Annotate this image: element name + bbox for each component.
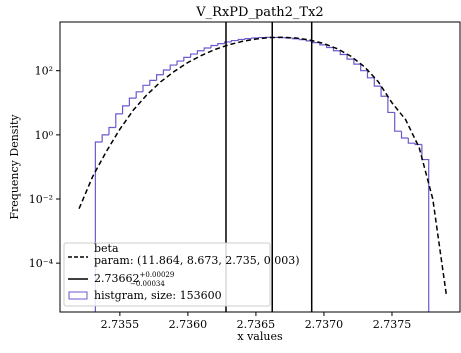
histogram-step <box>415 143 422 144</box>
label-lower: −0.00034 <box>130 280 165 288</box>
histogram-step <box>231 41 238 42</box>
histogram-step <box>177 61 184 65</box>
histogram-step <box>184 57 191 61</box>
chart-title: V_RxPD_path2_Tx2 <box>195 5 323 20</box>
x-tick-label: 2.7370 <box>305 318 344 331</box>
x-tick-label: 2.7365 <box>237 318 276 331</box>
histogram-step <box>150 80 157 85</box>
label-upper: +0.00029 <box>140 271 175 279</box>
x-tick-label: 2.7355 <box>101 318 140 331</box>
histogram-step <box>211 46 218 48</box>
histogram-step <box>218 44 225 46</box>
histogram-step <box>170 65 177 70</box>
histogram-step <box>157 75 164 81</box>
y-tick-label: 10⁰ <box>35 129 54 142</box>
histogram-step <box>191 54 198 57</box>
histogram-step <box>388 96 395 112</box>
histogram-step <box>102 135 109 142</box>
y-tick-label: 10² <box>35 65 53 78</box>
histogram-step <box>238 39 245 40</box>
histogram-step <box>116 114 123 128</box>
histogram-step <box>136 92 143 98</box>
histogram-step <box>204 48 211 51</box>
y-tick-label: 10⁻⁴ <box>29 257 54 270</box>
x-tick-label: 2.7360 <box>169 318 208 331</box>
histogram-step <box>163 70 170 75</box>
histogram-step <box>401 131 408 138</box>
histogram-step <box>408 138 415 143</box>
legend-hist-name: histgram, size: 153600 <box>94 289 222 302</box>
legend: beta param: (11.864, 8.673, 2.735, 0.003… <box>64 242 300 306</box>
histogram-step <box>395 112 402 131</box>
histogram-step <box>422 145 429 312</box>
y-tick-label: 10⁻² <box>29 193 53 206</box>
legend-fit-param: param: (11.864, 8.673, 2.735, 0.003) <box>94 254 300 267</box>
histogram-step <box>143 85 150 91</box>
histogram-step <box>129 98 136 106</box>
x-tick-label: 2.7375 <box>373 318 412 331</box>
histogram-step <box>109 127 116 134</box>
y-axis-label: Frequency Density <box>8 114 21 220</box>
histogram-step <box>123 106 130 114</box>
histogram-step <box>197 51 204 54</box>
x-axis-label: x values <box>237 330 283 343</box>
